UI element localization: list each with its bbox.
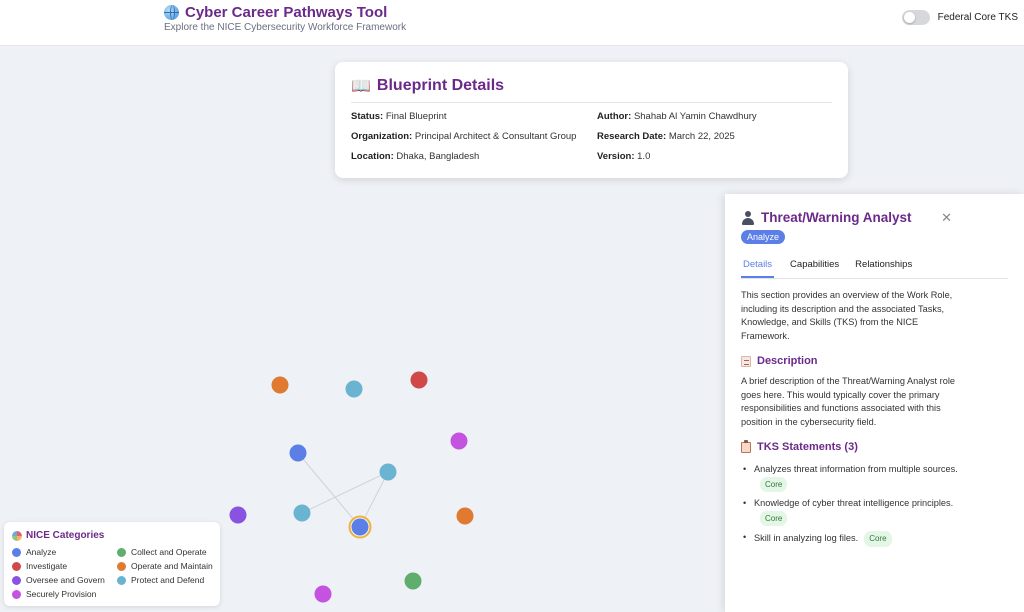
app-title: Cyber Career Pathways Tool xyxy=(185,4,388,21)
core-badge: Core xyxy=(760,476,788,492)
blueprint-title: Blueprint Details xyxy=(376,77,505,94)
legend-item: Analyze xyxy=(12,547,117,557)
federal-core-toggle[interactable] xyxy=(901,10,930,25)
work-role-panel: Threat/Warning Analyst ✕ Analyze Details… xyxy=(725,194,1024,612)
bp-research-date: Research Date: March 22, 2025 xyxy=(597,131,735,142)
role-title: Threat/Warning Analyst xyxy=(761,210,912,225)
category-badge: Analyze xyxy=(741,230,786,244)
toggle-knob xyxy=(903,12,915,23)
legend-title: NICE Categories xyxy=(26,530,105,541)
legend-dot xyxy=(117,561,126,571)
legend-item: Investigate xyxy=(12,561,117,571)
legend-dot xyxy=(12,547,21,557)
legend-item: Protect and Defend xyxy=(117,575,217,585)
bp-author: Author: Shahab Al Yamin Chawdhury xyxy=(597,111,757,122)
legend-dot xyxy=(117,547,126,557)
graph-edge xyxy=(359,471,389,528)
legend-title-row: NICE Categories xyxy=(12,530,212,541)
tab-capabilities[interactable]: Capabilities xyxy=(790,259,840,270)
legend-label: Operate and Maintain xyxy=(131,561,213,571)
memo-icon xyxy=(741,355,751,367)
book-icon: 📖 xyxy=(351,78,371,95)
app-header: Cyber Career Pathways Tool Explore the N… xyxy=(0,0,1024,46)
legend-label: Protect and Defend xyxy=(131,575,205,585)
user-icon xyxy=(741,210,755,225)
legend-label: Investigate xyxy=(26,561,68,571)
selected-node-ring xyxy=(348,515,372,539)
panel-tabs: Details Capabilities Relationships xyxy=(741,259,1008,279)
graph-node[interactable] xyxy=(456,507,474,525)
tks-heading: TKS Statements (3) xyxy=(757,441,858,453)
legend-items: Analyze Collect and Operate Investigate Ope… xyxy=(12,547,213,599)
federal-core-toggle-group: Federal Core TKS xyxy=(901,10,1018,25)
tks-item: Analyzes threat information from multipl… xyxy=(741,463,961,492)
description-heading-row: Description xyxy=(741,355,1008,367)
legend-item: Securely Provision xyxy=(12,589,117,599)
globe-icon xyxy=(164,5,179,20)
legend-item: Operate and Maintain xyxy=(117,561,217,571)
bp-organization: Organization: Principal Architect & Cons… xyxy=(351,131,577,142)
core-badge: Core xyxy=(760,510,788,526)
palette-icon xyxy=(12,530,22,541)
graph-edge xyxy=(301,471,389,514)
legend-item: Oversee and Govern xyxy=(12,575,117,585)
close-icon[interactable]: ✕ xyxy=(941,210,952,225)
clipboard-icon xyxy=(741,439,751,453)
graph-edge xyxy=(297,452,361,528)
bp-version: Version: 1.0 xyxy=(597,151,651,162)
description-text: A brief description of the Threat/Warnin… xyxy=(741,376,955,427)
graph-node[interactable] xyxy=(293,504,311,522)
graph-node[interactable] xyxy=(289,444,307,462)
tks-list: Analyzes threat information from multipl… xyxy=(741,463,1008,547)
legend-item: Collect and Operate xyxy=(117,547,217,557)
blueprint-details-card: 📖 Blueprint Details Status: Final Bluepr… xyxy=(335,62,848,178)
graph-node[interactable] xyxy=(271,376,289,394)
blueprint-fields: Status: Final Blueprint Author: Shahab A… xyxy=(351,111,832,162)
legend-dot xyxy=(12,561,21,571)
toggle-label: Federal Core TKS xyxy=(937,12,1018,23)
legend-label: Analyze xyxy=(26,547,57,557)
bp-status: Status: Final Blueprint xyxy=(351,111,447,122)
legend-label: Securely Provision xyxy=(26,589,97,599)
panel-header: Threat/Warning Analyst xyxy=(741,210,1008,225)
title-row: Cyber Career Pathways Tool xyxy=(164,4,387,21)
legend-dot xyxy=(117,575,126,585)
legend-dot xyxy=(12,589,21,599)
core-badge: Core xyxy=(864,531,892,547)
tab-details[interactable]: Details xyxy=(741,259,775,278)
description-heading: Description xyxy=(757,355,818,367)
graph-node[interactable] xyxy=(351,518,369,536)
legend-dot xyxy=(12,575,21,585)
app-subtitle: Explore the NICE Cybersecurity Workforce… xyxy=(164,22,407,33)
legend-label: Oversee and Govern xyxy=(26,575,105,585)
graph-node[interactable] xyxy=(229,506,247,524)
tks-item: Skill in analyzing log files.Core xyxy=(741,531,961,547)
graph-node[interactable] xyxy=(404,572,422,590)
tks-heading-row: TKS Statements (3) xyxy=(741,439,1008,453)
graph-node[interactable] xyxy=(345,380,363,398)
nice-categories-legend: NICE Categories Analyze Collect and Opera… xyxy=(4,522,220,606)
legend-label: Collect and Operate xyxy=(131,547,207,557)
details-intro: This section provides an overview of the… xyxy=(741,290,953,341)
graph-node[interactable] xyxy=(450,432,468,450)
graph-node[interactable] xyxy=(410,371,428,389)
tks-item: Knowledge of cyber threat intelligence p… xyxy=(741,497,961,526)
graph-node[interactable] xyxy=(314,585,332,603)
bp-location: Location: Dhaka, Bangladesh xyxy=(351,151,480,162)
blueprint-header: 📖 Blueprint Details xyxy=(351,76,832,103)
tab-relationships[interactable]: Relationships xyxy=(855,259,913,270)
graph-node[interactable] xyxy=(379,463,397,481)
